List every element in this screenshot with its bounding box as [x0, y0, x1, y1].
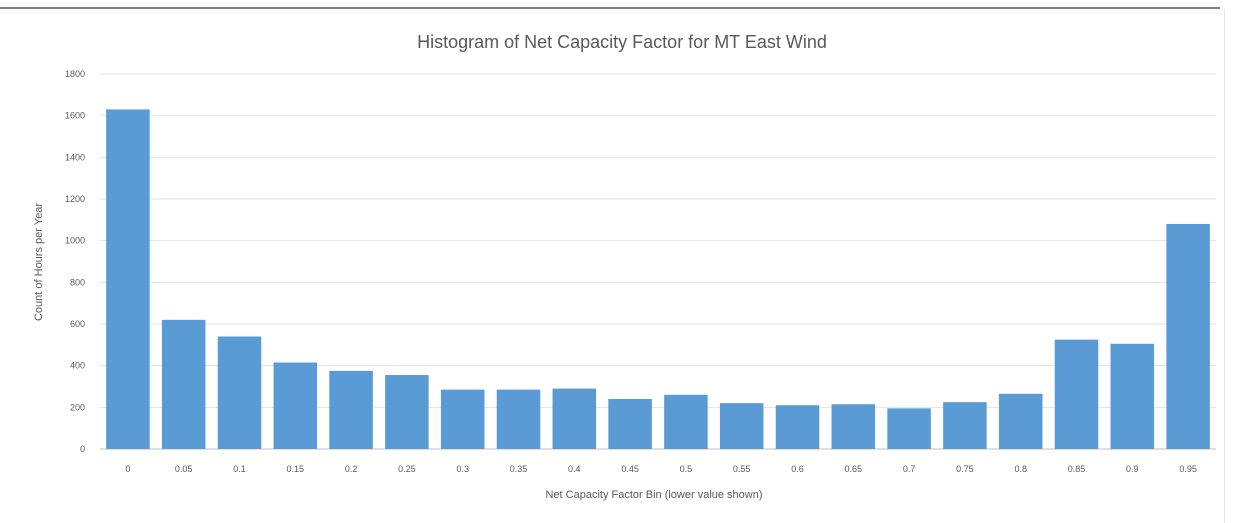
bar	[831, 404, 876, 449]
x-tick-label: 0.25	[398, 464, 416, 474]
bar	[385, 375, 429, 449]
bar	[608, 399, 652, 449]
y-tick-label: 1200	[65, 194, 85, 204]
bar	[775, 405, 820, 449]
x-tick-label: 0.45	[621, 464, 639, 474]
x-tick-label: 0.05	[175, 464, 193, 474]
y-tick-label: 400	[70, 361, 85, 371]
top-border	[0, 7, 1220, 9]
x-tick-label: 0.55	[733, 464, 751, 474]
y-tick-label: 0	[80, 444, 85, 454]
bar	[106, 109, 150, 450]
x-tick-label: 0.35	[510, 464, 528, 474]
bar	[496, 389, 541, 449]
x-tick-label: 0.85	[1068, 464, 1086, 474]
bar	[719, 403, 764, 449]
x-tick-label: 0.2	[345, 464, 358, 474]
x-tick-label: 0.7	[903, 464, 916, 474]
bar	[217, 336, 262, 449]
x-tick-label: 0.5	[680, 464, 693, 474]
x-tick-label: 0.15	[287, 464, 305, 474]
y-tick-label: 800	[70, 277, 85, 287]
x-tick-label: 0.95	[1179, 464, 1197, 474]
bar	[1110, 343, 1155, 449]
bar	[273, 362, 318, 449]
y-axis-ticks: 0 200 400 600 800 1000 1200 1400 1600 1800	[65, 69, 85, 454]
y-tick-label: 1600	[65, 111, 85, 121]
bars	[106, 109, 1210, 450]
x-tick-label: 0.6	[791, 464, 804, 474]
bar	[1166, 224, 1210, 449]
bar	[998, 393, 1043, 449]
bar	[887, 408, 931, 449]
x-tick-label: 0	[125, 464, 130, 474]
x-axis-title: Net Capacity Factor Bin (lower value sho…	[545, 489, 762, 501]
y-axis-title: Count of Hours per Year	[33, 203, 45, 321]
bar	[161, 319, 206, 449]
y-tick-label: 1400	[65, 152, 85, 162]
right-border	[1224, 9, 1225, 523]
x-tick-label: 0.65	[845, 464, 863, 474]
y-tick-label: 1800	[65, 69, 85, 79]
x-tick-label: 0.3	[456, 464, 469, 474]
x-tick-label: 0.8	[1014, 464, 1027, 474]
bar	[329, 370, 373, 449]
bar	[440, 389, 485, 449]
y-tick-label: 1000	[65, 236, 85, 246]
y-tick-label: 200	[70, 402, 85, 412]
x-tick-label: 0.4	[568, 464, 581, 474]
x-tick-label: 0.9	[1126, 464, 1139, 474]
gridlines	[100, 73, 1216, 450]
x-tick-label: 0.1	[233, 464, 246, 474]
x-axis-ticks: 0 0.05 0.1 0.15 0.2 0.25 0.3 0.35 0.4 0.45 0.5 0.55…	[125, 464, 1196, 474]
bar	[943, 402, 987, 449]
bar	[664, 394, 708, 449]
bar	[1054, 339, 1099, 449]
x-tick-label: 0.75	[956, 464, 974, 474]
y-tick-label: 600	[70, 319, 85, 329]
bar	[552, 388, 597, 449]
chart-title: Histogram of Net Capacity Factor for MT …	[417, 32, 827, 52]
